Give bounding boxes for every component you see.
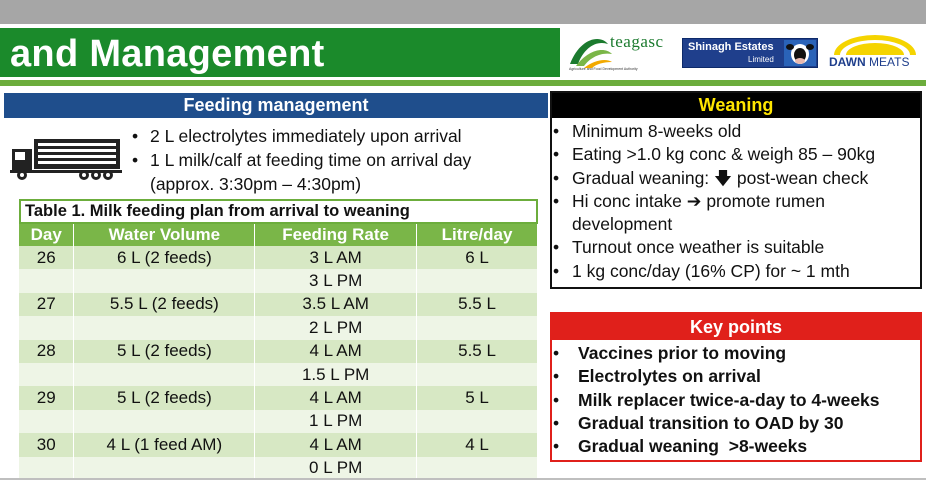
table-cell: 26	[19, 246, 75, 270]
table-cell	[73, 409, 256, 434]
table-row: 29 5 L (2 feeds) 4 L AM 5 L	[19, 386, 538, 410]
list-item: • Electrolytes on arrival	[553, 366, 761, 387]
list-item: • Milk replacer twice-a-day to 4-weeks	[553, 389, 880, 410]
key-points-list: • Vaccines prior to moving • Electrolytes …	[553, 342, 919, 458]
shinagh-sub: Limited	[748, 55, 774, 64]
title-divider-green	[0, 80, 926, 86]
teagasc-subtitle: Agriculture and Food Development Authori…	[569, 67, 638, 71]
table-cell: 2 L PM	[254, 316, 418, 340]
table-row: 3 L PM	[19, 269, 538, 293]
table-cell	[19, 362, 75, 387]
list-item: • Gradual transition to OAD by 30	[553, 412, 844, 433]
table-cell: 28	[19, 339, 75, 363]
dawn-meats-wordmark: DAWN MEATS	[829, 55, 910, 69]
table-cell: 4 L (1 feed AM)	[73, 433, 256, 457]
table-cell: 5.5 L	[416, 339, 538, 363]
weaning-header: Weaning	[552, 93, 920, 118]
list-item: • 2 L electrolytes immediately upon arriv…	[132, 126, 462, 146]
teagasc-wordmark: teagasc	[610, 32, 664, 51]
top-bar	[0, 0, 926, 24]
list-item-continuation: (approx. 3:30pm – 4:30pm)	[150, 174, 362, 194]
list-item: • Vaccines prior to moving	[553, 343, 787, 363]
list-item: • Hi conc intake ➔ promote rumen	[553, 190, 825, 211]
table-caption: Table 1. Milk feeding plan from arrival …	[19, 199, 538, 224]
table-header-row: Day Water Volume Feeding Rate Litre/day	[19, 224, 538, 246]
table-cell	[19, 409, 75, 434]
table-cell	[416, 316, 538, 340]
list-item: • Turnout once weather is suitable	[553, 237, 825, 258]
down-arrow-icon: 🡇	[714, 167, 733, 188]
table-cell: 5 L (2 feeds)	[73, 386, 256, 410]
table-cell: 4 L AM	[254, 386, 418, 410]
table-row: 1.5 L PM	[19, 362, 538, 387]
table-cell	[73, 316, 256, 340]
teagasc-logo	[570, 38, 612, 68]
table-row: 0 L PM	[19, 456, 538, 480]
table-cell	[416, 456, 538, 480]
list-item: • 1 L milk/calf at feeding time on arriva…	[132, 150, 472, 170]
table-row: 27 5.5 L (2 feeds) 3.5 L AM 5.5 L	[19, 292, 538, 317]
list-item: • Gradual weaning: 🡇 post-wean check	[553, 167, 869, 188]
weaning-panel	[550, 91, 922, 289]
key-points-panel	[550, 312, 922, 462]
table-cell: 6 L	[416, 246, 538, 270]
cow-icon	[784, 40, 816, 66]
table-cell: 29	[19, 386, 75, 410]
table-cell	[73, 456, 256, 480]
list-item: • Minimum 8-weeks old	[553, 121, 742, 141]
table-cell: 5 L (2 feeds)	[73, 339, 256, 363]
list-item: • Gradual weaning >8-weeks	[553, 436, 808, 457]
dawn-meats-logo	[834, 35, 916, 55]
list-item: • Eating >1.0 kg conc & weigh 85 – 90kg	[553, 144, 876, 165]
table-row: 28 5 L (2 feeds) 4 L AM 5.5 L	[19, 339, 538, 363]
table-cell: 0 L PM	[254, 456, 418, 480]
table-cell	[19, 269, 75, 293]
table-cell	[73, 362, 256, 387]
table-cell	[416, 409, 538, 434]
milk-feeding-table: Day Water Volume Feeding Rate Litre/day …	[19, 224, 538, 480]
table-cell	[19, 456, 75, 480]
table-cell	[416, 362, 538, 387]
table-cell: 27	[19, 292, 75, 317]
table-cell: 5.5 L (2 feeds)	[73, 292, 256, 317]
right-arrow-icon: ➔	[686, 190, 702, 211]
feeding-bullets: • 2 L electrolytes immediately upon arriv…	[132, 124, 471, 196]
table-cell: 5 L	[416, 386, 538, 410]
table-cell: 5.5 L	[416, 292, 538, 317]
title-band	[0, 28, 560, 78]
list-item-continuation: development	[572, 214, 673, 235]
table-cell: 3 L AM	[254, 246, 418, 270]
table-cell	[19, 316, 75, 340]
table-cell: 4 L AM	[254, 433, 418, 457]
table-cell: 3 L PM	[254, 269, 418, 293]
list-item: • 1 kg conc/day (16% CP) for ~ 1 mth	[553, 260, 850, 281]
title-divider-white	[0, 77, 560, 80]
table-row: 1 L PM	[19, 409, 538, 434]
table-cell: 3.5 L AM	[254, 292, 418, 317]
column-header: Feeding Rate	[254, 224, 418, 246]
slide-title: and Management	[10, 33, 325, 75]
table-row: 2 L PM	[19, 316, 538, 340]
table-cell: 30	[19, 433, 75, 457]
shinagh-name: Shinagh Estates	[688, 41, 774, 53]
table-cell: 4 L AM	[254, 339, 418, 363]
table-row: 26 6 L (2 feeds) 3 L AM 6 L	[19, 246, 538, 270]
key-points-header: Key points	[552, 314, 920, 340]
table-cell: 1.5 L PM	[254, 362, 418, 387]
table-row: 30 4 L (1 feed AM) 4 L AM 4 L	[19, 433, 538, 457]
table-cell	[73, 269, 256, 293]
table-cell: 1 L PM	[254, 409, 418, 434]
feeding-management-header: Feeding management	[4, 93, 548, 118]
weaning-list: • Minimum 8-weeks old • Eating >1.0 kg con…	[553, 120, 919, 283]
table-cell: 4 L	[416, 433, 538, 457]
column-header: Day	[19, 224, 75, 246]
table-cell: 6 L (2 feeds)	[73, 246, 256, 270]
table-cell	[416, 269, 538, 293]
livestock-truck-icon	[10, 139, 122, 180]
column-header: Water Volume	[73, 224, 256, 246]
bottom-divider	[0, 478, 926, 480]
column-header: Litre/day	[416, 224, 538, 246]
